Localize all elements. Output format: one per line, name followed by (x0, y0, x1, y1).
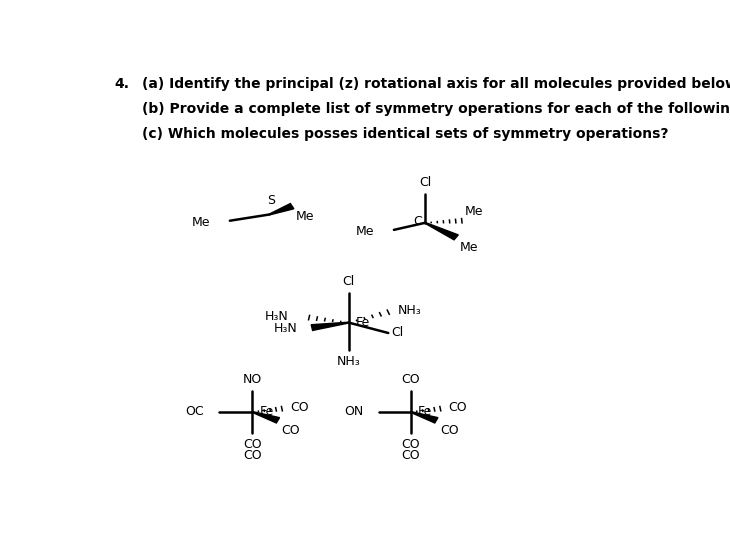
Text: Fe: Fe (259, 406, 274, 419)
Polygon shape (311, 322, 349, 330)
Text: NO: NO (243, 373, 262, 386)
Polygon shape (253, 411, 280, 423)
Text: CO: CO (402, 449, 420, 462)
Text: CO: CO (402, 438, 420, 451)
Text: Cl: Cl (419, 176, 431, 188)
Polygon shape (425, 222, 458, 240)
Text: Me: Me (191, 217, 210, 230)
Text: Cl: Cl (392, 327, 404, 340)
Text: S: S (267, 194, 275, 207)
Text: CO: CO (243, 438, 262, 451)
Text: CO: CO (402, 373, 420, 386)
Text: Cl: Cl (342, 275, 355, 288)
Text: Me: Me (465, 205, 484, 218)
Polygon shape (269, 204, 294, 215)
Text: (c) Which molecules posses identical sets of symmetry operations?: (c) Which molecules posses identical set… (142, 127, 669, 141)
Text: Fe: Fe (418, 406, 432, 419)
Text: CO: CO (290, 401, 309, 414)
Text: ON: ON (345, 406, 364, 419)
Polygon shape (411, 411, 438, 423)
Text: CO: CO (439, 424, 458, 437)
Text: H₃N: H₃N (265, 310, 288, 323)
Text: Me: Me (356, 225, 374, 238)
Text: CO: CO (448, 401, 467, 414)
Text: (b) Provide a complete list of symmetry operations for each of the following mol: (b) Provide a complete list of symmetry … (142, 102, 730, 116)
Text: OC: OC (185, 406, 204, 419)
Text: Fe: Fe (356, 316, 369, 329)
Text: (a) Identify the principal (z) rotational axis for all molecules provided below.: (a) Identify the principal (z) rotationa… (142, 77, 730, 91)
Text: C: C (413, 215, 422, 228)
Text: NH₃: NH₃ (337, 355, 361, 368)
Text: Me: Me (296, 210, 314, 224)
Text: NH₃: NH₃ (397, 305, 421, 318)
Text: Me: Me (460, 241, 478, 254)
Text: CO: CO (281, 424, 300, 437)
Text: 4.: 4. (114, 77, 129, 91)
Text: CO: CO (243, 449, 262, 462)
Text: H₃N: H₃N (274, 322, 297, 335)
